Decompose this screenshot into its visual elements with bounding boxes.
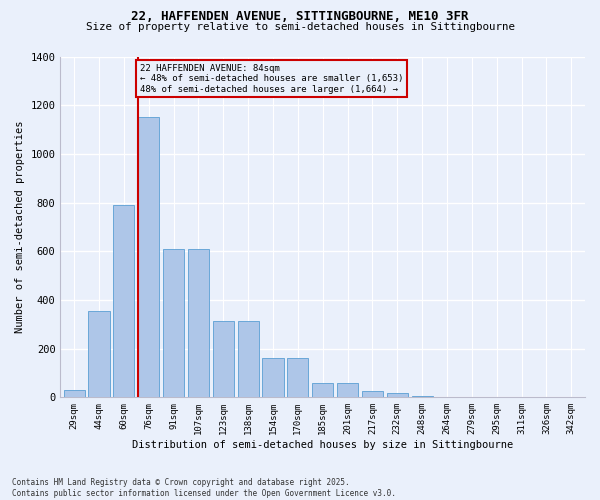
Bar	[262, 358, 284, 398]
Bar	[163, 249, 184, 398]
Y-axis label: Number of semi-detached properties: Number of semi-detached properties	[15, 120, 25, 333]
Bar	[64, 390, 85, 398]
Bar	[138, 118, 159, 398]
Bar	[88, 311, 110, 398]
Text: 22 HAFFENDEN AVENUE: 84sqm
← 48% of semi-detached houses are smaller (1,653)
48%: 22 HAFFENDEN AVENUE: 84sqm ← 48% of semi…	[140, 64, 403, 94]
Bar	[412, 396, 433, 398]
Bar	[238, 320, 259, 398]
X-axis label: Distribution of semi-detached houses by size in Sittingbourne: Distribution of semi-detached houses by …	[132, 440, 514, 450]
Bar	[188, 249, 209, 398]
Bar	[113, 205, 134, 398]
Text: Contains HM Land Registry data © Crown copyright and database right 2025.
Contai: Contains HM Land Registry data © Crown c…	[12, 478, 396, 498]
Bar	[287, 358, 308, 398]
Bar	[212, 320, 234, 398]
Text: 22, HAFFENDEN AVENUE, SITTINGBOURNE, ME10 3FR: 22, HAFFENDEN AVENUE, SITTINGBOURNE, ME1…	[131, 10, 469, 23]
Bar	[312, 382, 333, 398]
Bar	[362, 391, 383, 398]
Bar	[387, 393, 408, 398]
Text: Size of property relative to semi-detached houses in Sittingbourne: Size of property relative to semi-detach…	[86, 22, 515, 32]
Bar	[337, 382, 358, 398]
